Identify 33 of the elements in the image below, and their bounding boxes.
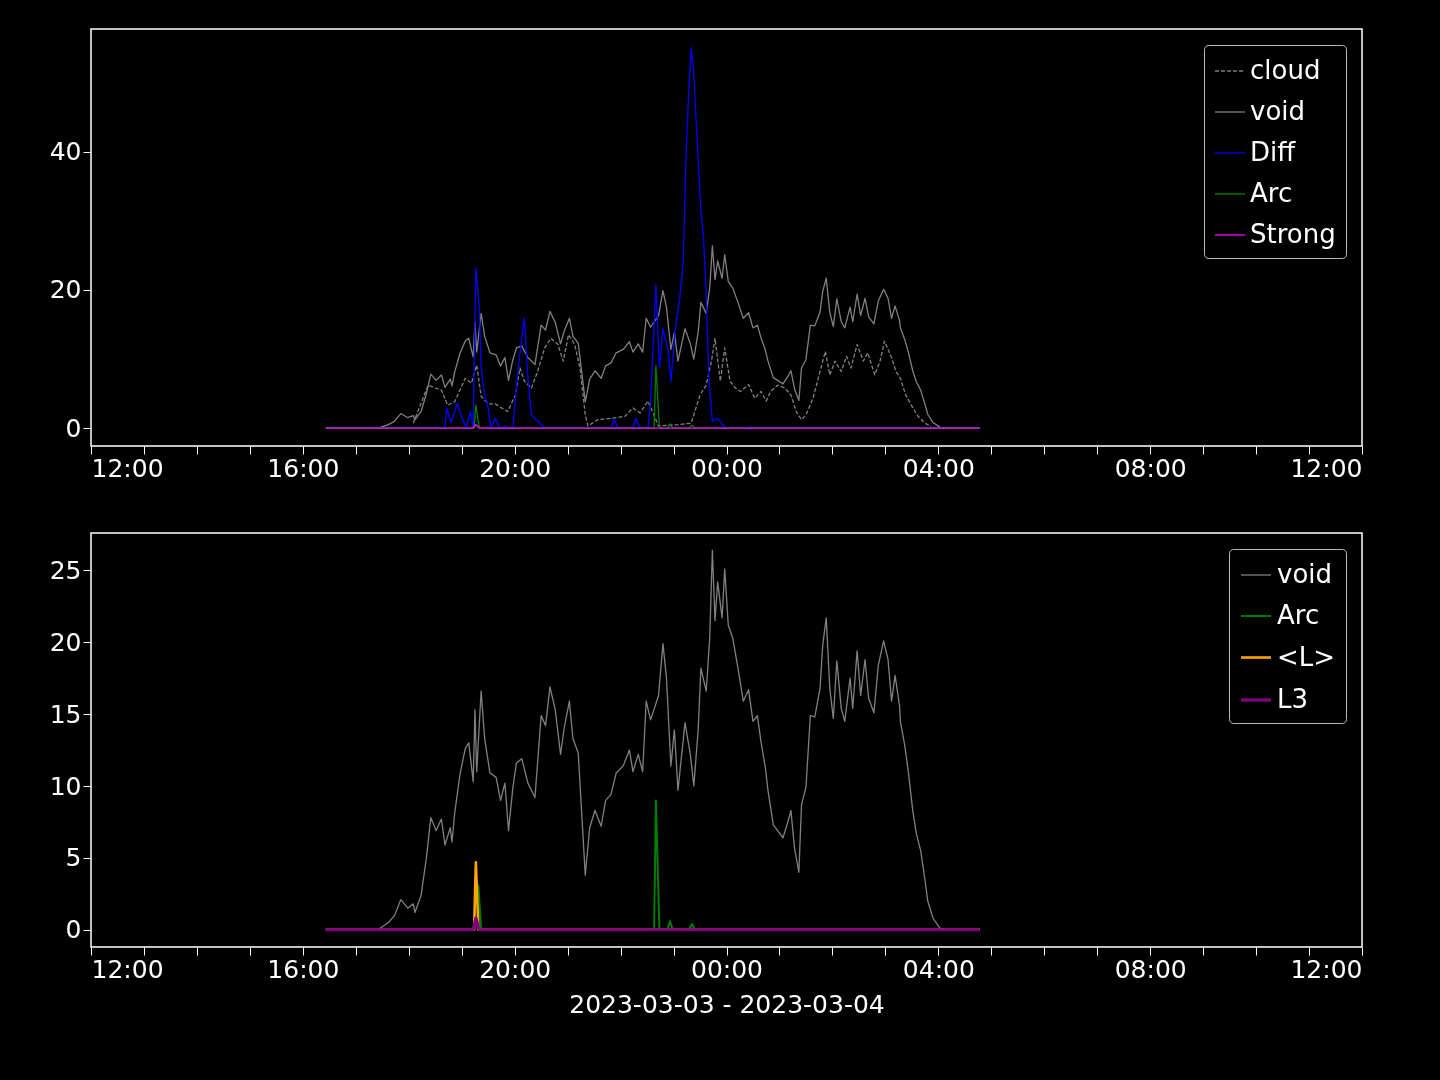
x-tick-label: 08:00: [1114, 453, 1187, 483]
legend-label: void: [1277, 559, 1333, 589]
legend-label: void: [1250, 96, 1306, 126]
y-tick-label: 20: [49, 627, 82, 657]
legend-label: Strong: [1250, 219, 1336, 249]
x-axis-title: 2023-03-03 - 2023-03-04: [569, 989, 885, 1019]
x-tick-label: 12:00: [1290, 453, 1363, 483]
y-tick-label: 15: [49, 699, 82, 729]
x-tick-label: 16:00: [267, 453, 340, 483]
legend-label: cloud: [1250, 55, 1321, 85]
y-tick-label: 0: [65, 413, 82, 443]
legend-label: Diff: [1250, 137, 1297, 167]
legend-label: <L>: [1277, 641, 1336, 672]
legend-label: Arc: [1277, 600, 1320, 630]
x-tick-label: 20:00: [479, 954, 552, 984]
x-tick-label: 12:00: [91, 453, 164, 483]
x-tick-label: 08:00: [1114, 954, 1187, 984]
y-tick-label: 5: [65, 843, 82, 873]
x-tick-label: 00:00: [690, 954, 764, 984]
x-tick-label: 12:00: [91, 954, 164, 984]
y-tick-label: 0: [65, 915, 82, 945]
x-tick-label: 20:00: [479, 453, 552, 483]
y-tick-label: 40: [49, 137, 82, 167]
x-tick-label: 16:00: [267, 954, 340, 984]
x-tick-label: 00:00: [690, 453, 764, 483]
legend-label: L3: [1277, 684, 1309, 714]
y-tick-label: 10: [49, 771, 82, 801]
legend-label: Arc: [1250, 178, 1293, 208]
x-tick-label: 12:00: [1290, 954, 1363, 984]
y-tick-label: 25: [49, 555, 82, 585]
x-tick-label: 04:00: [902, 453, 975, 483]
y-tick-label: 20: [49, 275, 82, 305]
x-tick-label: 04:00: [902, 954, 975, 984]
